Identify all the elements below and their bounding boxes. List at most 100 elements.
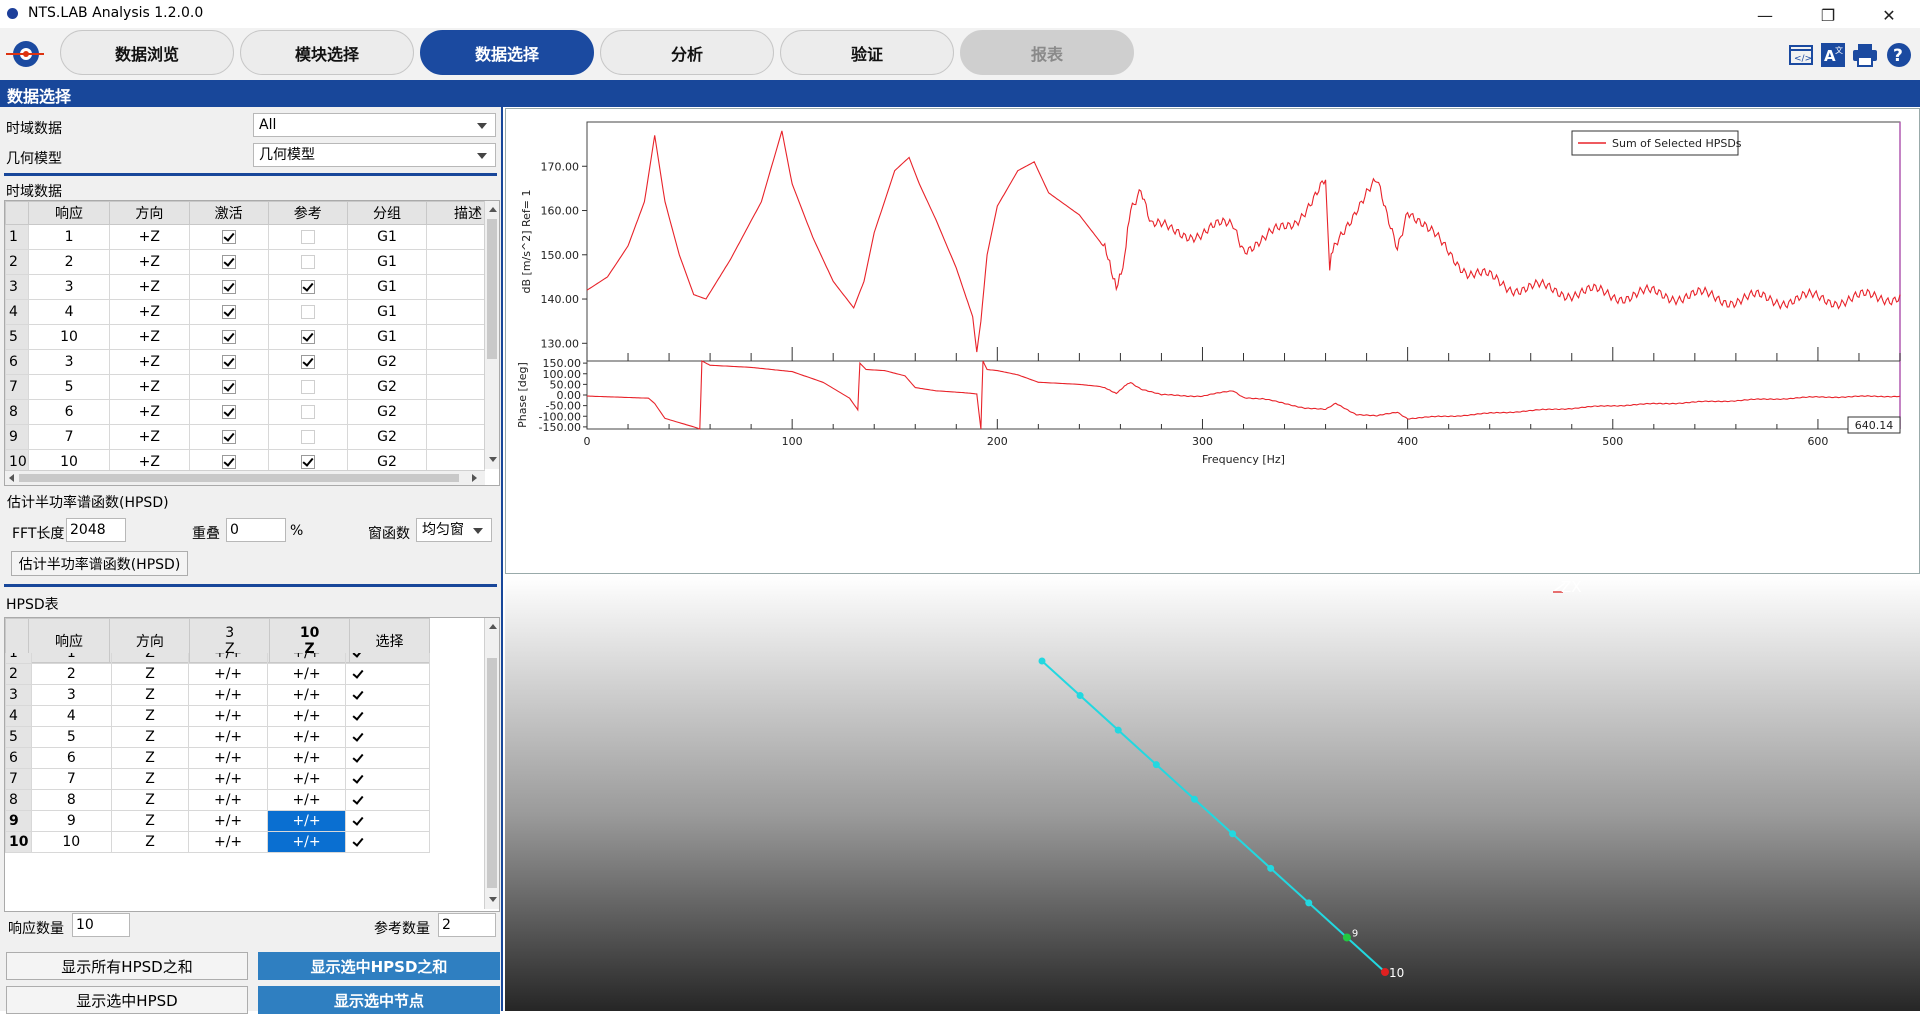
fft-length-input[interactable]: 2048: [66, 518, 126, 542]
pair-cell[interactable]: +/+: [266, 768, 347, 790]
response-cell[interactable]: 3: [27, 274, 111, 300]
row-number[interactable]: 8: [5, 789, 32, 811]
table-row[interactable]: 2 2 Z +/+ +/+: [5, 663, 430, 685]
table-row[interactable]: 6 6 Z +/+ +/+: [5, 747, 430, 769]
active-checkbox[interactable]: [221, 380, 236, 394]
table-row[interactable]: 1 1 Z +/+ +/+: [5, 653, 430, 664]
select-checkbox[interactable]: [352, 731, 364, 743]
geometry-select[interactable]: 几何模型: [253, 143, 496, 167]
response-cell[interactable]: 6: [30, 747, 112, 769]
response-cell[interactable]: 2: [27, 249, 111, 275]
direction-cell[interactable]: Z: [110, 768, 190, 790]
group-cell[interactable]: G1: [346, 324, 428, 350]
row-number[interactable]: 3: [5, 274, 29, 300]
active-cell[interactable]: [188, 399, 269, 425]
active-checkbox[interactable]: [221, 330, 236, 344]
pair-cell[interactable]: +/+: [188, 684, 268, 706]
active-checkbox[interactable]: [221, 230, 236, 244]
geometry-node[interactable]: [1305, 899, 1313, 907]
direction-cell[interactable]: +Z: [109, 399, 190, 425]
pair-cell[interactable]: +/+: [188, 831, 268, 853]
pair-cell[interactable]: +/+: [266, 726, 347, 748]
reference-cell[interactable]: [267, 274, 348, 300]
restore-button[interactable]: ❐: [1820, 5, 1836, 25]
reference-checkbox[interactable]: [300, 455, 315, 469]
row-number[interactable]: 9: [5, 424, 29, 450]
select-cell[interactable]: [345, 831, 430, 853]
geometry-node[interactable]: [1190, 795, 1198, 803]
response-cell[interactable]: 7: [30, 768, 112, 790]
tab-analysis[interactable]: 分析: [600, 30, 774, 75]
reference-cell[interactable]: [267, 324, 348, 350]
select-checkbox[interactable]: [352, 773, 364, 785]
table-row[interactable]: 9 9 Z +/+ +/+: [5, 810, 430, 832]
reference-checkbox[interactable]: [300, 280, 315, 294]
response-cell[interactable]: 3: [27, 349, 111, 375]
group-cell[interactable]: G1: [346, 224, 428, 250]
pair-cell[interactable]: +/+: [188, 810, 268, 832]
response-cell[interactable]: 1: [30, 653, 112, 664]
row-number[interactable]: 4: [5, 299, 29, 325]
print-icon[interactable]: [1852, 42, 1878, 68]
active-cell[interactable]: [188, 249, 269, 275]
response-cell[interactable]: 8: [30, 789, 112, 811]
table-row[interactable]: 1 1 +Z G1: [5, 224, 485, 250]
code-view-icon[interactable]: </>: [1788, 42, 1814, 68]
active-checkbox[interactable]: [221, 405, 236, 419]
active-checkbox[interactable]: [221, 430, 236, 444]
row-number[interactable]: 2: [5, 249, 29, 275]
geometry-node[interactable]: [1038, 657, 1046, 665]
show-selected-hpsd-button[interactable]: 显示选中HPSD: [6, 986, 248, 1014]
group-cell[interactable]: G2: [346, 374, 428, 400]
response-cell[interactable]: 6: [27, 399, 111, 425]
show-selected-nodes-button[interactable]: 显示选中节点: [258, 986, 500, 1014]
response-cell[interactable]: 2: [30, 663, 112, 685]
estimate-hpsd-button[interactable]: 估计半功率谱函数(HPSD): [11, 551, 188, 576]
select-checkbox[interactable]: [352, 689, 364, 701]
select-checkbox[interactable]: [352, 752, 364, 764]
direction-cell[interactable]: Z: [110, 726, 190, 748]
active-cell[interactable]: [188, 349, 269, 375]
geometry-node[interactable]: [1114, 726, 1122, 734]
pair-cell[interactable]: +/+: [188, 653, 268, 664]
direction-cell[interactable]: +Z: [109, 249, 190, 275]
pair-cell[interactable]: +/+: [266, 705, 347, 727]
description-cell[interactable]: [426, 274, 485, 300]
group-cell[interactable]: G2: [346, 399, 428, 425]
active-cell[interactable]: [188, 374, 269, 400]
minimize-button[interactable]: —: [1757, 5, 1773, 25]
help-icon[interactable]: ?: [1886, 42, 1912, 68]
geometry-svg[interactable]: 9 10 ZX: [505, 576, 1920, 1011]
direction-cell[interactable]: +Z: [109, 224, 190, 250]
select-checkbox[interactable]: [352, 836, 364, 848]
select-cell[interactable]: [345, 810, 430, 832]
response-cell[interactable]: 1: [27, 224, 111, 250]
scroll-thumb[interactable]: [487, 658, 497, 888]
group-cell[interactable]: G1: [346, 274, 428, 300]
active-checkbox[interactable]: [221, 255, 236, 269]
row-number[interactable]: 10: [5, 831, 32, 853]
table-row[interactable]: 8 6 +Z G2: [5, 399, 485, 425]
reference-checkbox[interactable]: [300, 430, 315, 444]
pair-cell[interactable]: +/+: [188, 663, 268, 685]
geometry-node[interactable]: [1152, 761, 1160, 769]
col-header[interactable]: 方向: [109, 201, 190, 225]
col-header[interactable]: 激活: [188, 201, 269, 225]
time-data-select[interactable]: All: [253, 113, 496, 137]
direction-cell[interactable]: +Z: [109, 374, 190, 400]
row-number[interactable]: 9: [5, 810, 32, 832]
pair-cell[interactable]: +/+: [188, 789, 268, 811]
table-row[interactable]: 3 3 +Z G1: [5, 274, 485, 300]
tab-data-browse[interactable]: 数据浏览: [60, 30, 234, 75]
overlap-input[interactable]: 0: [226, 518, 286, 542]
time-table-vscrollbar[interactable]: [484, 201, 499, 469]
active-cell[interactable]: [188, 274, 269, 300]
row-number[interactable]: 8: [5, 399, 29, 425]
reference-checkbox[interactable]: [300, 255, 315, 269]
description-cell[interactable]: [426, 324, 485, 350]
description-cell[interactable]: [426, 249, 485, 275]
response-cell[interactable]: 9: [30, 810, 112, 832]
reference-cell[interactable]: [267, 224, 348, 250]
show-all-hpsd-sum-button[interactable]: 显示所有HPSD之和: [6, 952, 248, 980]
